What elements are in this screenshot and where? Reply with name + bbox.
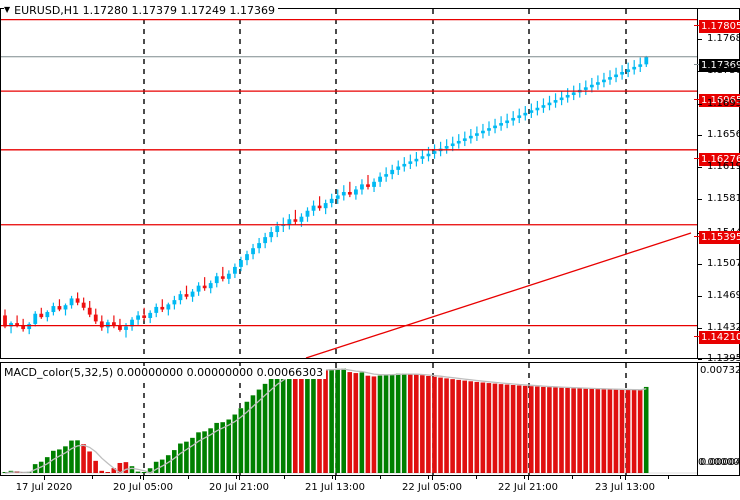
time-axis-label: 20 Jul 21:00 [209, 482, 269, 493]
time-minor-tick [188, 476, 189, 479]
time-minor-tick [284, 476, 285, 479]
price-tick-mark [698, 135, 702, 136]
price-tick-mark [698, 328, 702, 329]
price-tick-mark [698, 104, 702, 105]
time-minor-tick [620, 476, 621, 479]
time-minor-tick [140, 476, 141, 479]
price-tick-label: 1.16190 [707, 161, 740, 172]
macd-max-label: 0.0073216 [700, 365, 740, 376]
time-axis-label: 22 Jul 21:00 [498, 482, 558, 493]
macd-legend-bar[interactable]: MACD_color(5,32,5) 0.00000000 0.00000000… [4, 366, 327, 379]
symbol-quote-bar[interactable]: ▼ EURUSD,H1 1.17280 1.17379 1.17249 1.17… [4, 3, 279, 17]
price-pointer [694, 336, 699, 337]
price-tick-mark [698, 39, 702, 40]
price-tick-mark [698, 71, 702, 72]
time-tick-mark [239, 476, 240, 480]
level-price-label[interactable]: 1.14210 [699, 331, 740, 344]
price-plot [1, 9, 697, 358]
level-price-label[interactable]: 1.15395 [699, 231, 740, 244]
time-tick-mark [432, 476, 433, 480]
time-axis-label: 22 Jul 05:00 [402, 482, 462, 493]
macd-min-label-overlap: 0.0000000 [698, 457, 740, 468]
time-minor-tick [236, 476, 237, 479]
symbol-quote-text: EURUSD,H1 1.17280 1.17379 1.17249 1.1736… [14, 3, 276, 17]
macd-indicator-pane[interactable] [0, 362, 698, 476]
price-tick-label: 1.14320 [707, 322, 740, 333]
price-tick-label: 1.14690 [707, 290, 740, 301]
price-tick-label: 1.15070 [707, 258, 740, 269]
time-minor-tick [92, 476, 93, 479]
time-minor-tick [332, 476, 333, 479]
price-pointer [694, 99, 699, 100]
price-pointer [694, 236, 699, 237]
price-tick-label: 1.16560 [707, 129, 740, 140]
time-minor-tick [428, 476, 429, 479]
level-price-label[interactable]: 1.16965 [699, 94, 740, 107]
time-axis-label: 20 Jul 05:00 [113, 482, 173, 493]
current-price-label[interactable]: 1.17369 [699, 59, 740, 72]
price-tick-mark [698, 359, 702, 360]
time-axis-label: 21 Jul 13:00 [305, 482, 365, 493]
chevron-down-icon[interactable]: ▼ [4, 5, 11, 14]
time-tick-mark [528, 476, 529, 480]
price-tick-label: 1.17300 [707, 65, 740, 76]
time-minor-tick [668, 476, 669, 479]
macd-scale[interactable]: 0.0073216 0.0000000 0.0000421 [697, 362, 740, 476]
time-minor-tick [572, 476, 573, 479]
price-tick-label: 1.16930 [707, 98, 740, 109]
price-pointer [694, 158, 699, 159]
price-chart-pane[interactable] [0, 8, 698, 359]
time-minor-tick [524, 476, 525, 479]
time-tick-mark [44, 476, 45, 480]
time-tick-mark [335, 476, 336, 480]
level-price-label[interactable]: 1.17805 [699, 20, 740, 33]
time-axis-label: 17 Jul 2020 [15, 482, 73, 493]
price-tick-label: 1.15810 [707, 193, 740, 204]
price-pointer [694, 64, 699, 65]
price-tick-label: 1.17680 [707, 33, 740, 44]
time-tick-mark [143, 476, 144, 480]
macd-plot [1, 363, 697, 475]
price-pointer [694, 25, 699, 26]
time-minor-tick [380, 476, 381, 479]
level-price-label[interactable]: 1.16276 [699, 153, 740, 166]
price-tick-mark [698, 167, 702, 168]
time-tick-mark [625, 476, 626, 480]
time-axis[interactable]: 17 Jul 2020 20 Jul 05:00 20 Jul 21:00 21 Ju… [0, 476, 740, 500]
macd-legend-text: MACD_color(5,32,5) 0.00000000 0.00000000… [4, 366, 324, 379]
time-axis-label: 23 Jul 13:00 [595, 482, 655, 493]
price-tick-mark [698, 296, 702, 297]
time-minor-tick [476, 476, 477, 479]
price-tick-mark [698, 199, 702, 200]
macd-min-label: 0.0000421 [700, 457, 740, 468]
price-tick-mark [698, 264, 702, 265]
